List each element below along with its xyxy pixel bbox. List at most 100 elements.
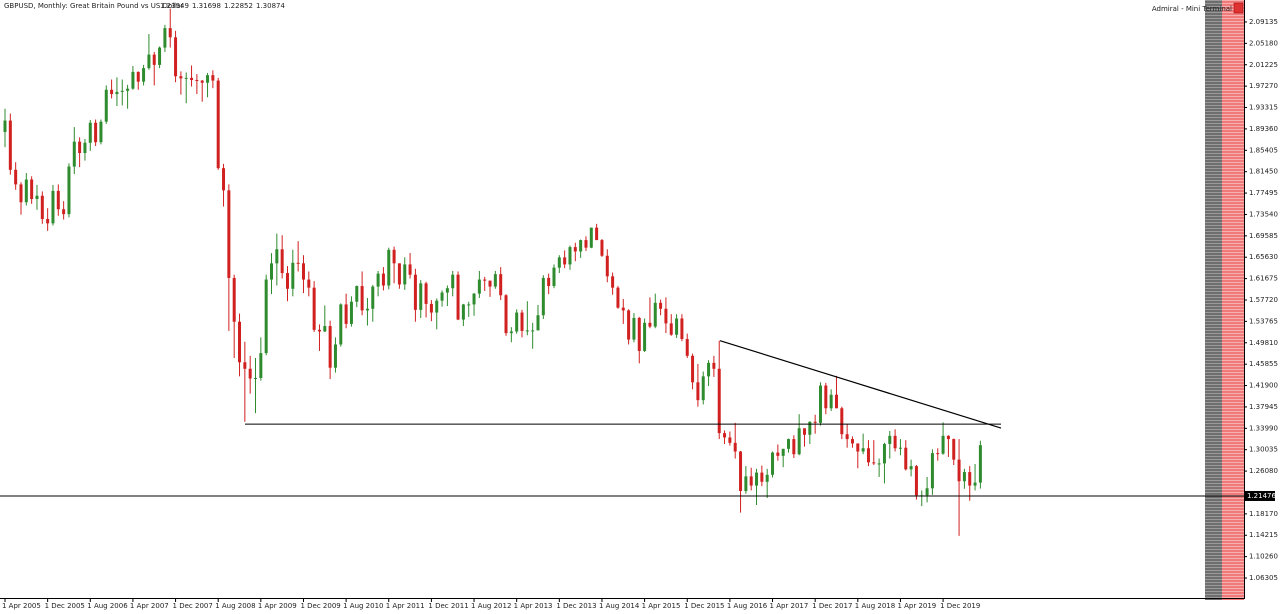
candle-body — [280, 249, 284, 274]
y-tick-label: 1.57720 — [1249, 296, 1278, 304]
candle-body — [179, 76, 183, 79]
candle-body — [19, 184, 23, 203]
candle-body — [541, 277, 545, 316]
candle-body — [557, 257, 561, 268]
candle-body — [152, 54, 156, 65]
candle-body — [376, 273, 380, 287]
candle-body — [739, 451, 743, 491]
y-tick-label: 1.30035 — [1249, 446, 1278, 454]
x-tick-label: 1 Aug 2008 — [215, 602, 255, 610]
candle-body — [301, 263, 305, 280]
y-tick-label: 1.65630 — [1249, 253, 1278, 261]
terminal-panel-gray — [1205, 0, 1222, 600]
candle-body — [877, 463, 881, 465]
terminal-icon[interactable] — [1233, 2, 1244, 14]
candle-body — [483, 279, 487, 281]
candle-body — [834, 394, 838, 409]
candle-body — [238, 321, 242, 363]
candle-body — [632, 317, 636, 340]
candle-body — [627, 310, 631, 340]
candle-body — [568, 247, 572, 265]
header-value: 1.30874 — [256, 2, 285, 10]
candle-body — [174, 37, 178, 77]
candle-body — [856, 443, 860, 452]
candle-body — [477, 279, 481, 294]
candle-body — [755, 472, 759, 486]
candle-body — [659, 302, 663, 309]
candle-body — [35, 195, 39, 199]
candle-body — [190, 77, 194, 81]
candle-body — [728, 437, 732, 443]
candle-body — [222, 168, 226, 191]
candle-body — [861, 448, 865, 452]
candle-body — [312, 287, 316, 330]
y-tick-label: 1.93315 — [1249, 104, 1278, 112]
candle-body — [14, 169, 18, 185]
candle-body — [664, 308, 668, 324]
candle-body — [733, 442, 737, 452]
candle-body — [472, 293, 476, 305]
candle-body — [142, 68, 146, 82]
x-tick-label: 1 Apr 2009 — [258, 602, 297, 610]
x-tick-label: 1 Apr 2017 — [770, 602, 809, 610]
x-tick-label: 1 Dec 2013 — [556, 602, 596, 610]
candle-body — [653, 302, 657, 327]
x-tick-label: 1 Apr 2007 — [130, 602, 169, 610]
candle-body — [296, 262, 300, 264]
candle-body — [525, 330, 529, 332]
candle-body — [813, 421, 817, 423]
candle-body — [520, 312, 524, 331]
candle-body — [818, 385, 822, 423]
y-tick-label: 1.69585 — [1249, 232, 1278, 240]
candle-body — [94, 122, 98, 143]
y-tick-label: 1.37945 — [1249, 403, 1278, 411]
candle-body — [509, 331, 513, 334]
candle-body — [381, 273, 385, 286]
candle-body — [227, 190, 231, 278]
candle-body — [259, 353, 263, 378]
trend-line — [719, 340, 1002, 429]
x-tick-label: 1 Aug 2016 — [727, 602, 768, 610]
y-tick-label: 1.61675 — [1249, 275, 1278, 283]
x-tick-label: 1 Aug 2006 — [87, 602, 128, 610]
terminal-label: Admiral - Mini Terminal — [1152, 5, 1232, 13]
y-tick-label: 1.81450 — [1249, 168, 1278, 176]
candle-body — [461, 304, 465, 320]
y-tick-label: 1.89360 — [1249, 125, 1278, 133]
candle-body — [392, 249, 396, 264]
candle-body — [829, 394, 833, 409]
terminal-panel-red — [1222, 0, 1244, 600]
candle-body — [67, 166, 71, 215]
candle-body — [328, 326, 332, 368]
plot-area — [3, 8, 1002, 536]
candle-body — [515, 312, 519, 332]
candle-body — [216, 80, 220, 169]
candle-body — [531, 330, 535, 332]
candle-body — [595, 227, 599, 241]
x-tick-label: 1 Apr 2005 — [2, 602, 41, 610]
candle-body — [723, 433, 727, 438]
y-tick-label: 1.26080 — [1249, 467, 1278, 475]
y-tick-label: 1.06305 — [1249, 574, 1278, 582]
candle-body — [792, 439, 796, 455]
chart-title: GBPUSD, Monthly: Great Britain Pound vs … — [4, 2, 183, 10]
candle-body — [419, 283, 423, 310]
candle-body — [691, 355, 695, 383]
y-tick-label: 1.14215 — [1249, 531, 1278, 539]
candle-body — [845, 434, 849, 440]
candle-body — [499, 274, 503, 296]
candle-body — [30, 179, 34, 199]
candle-body — [787, 439, 791, 449]
x-tick-label: 1 Dec 2009 — [300, 602, 340, 610]
candle-body — [46, 218, 50, 224]
candle-body — [83, 142, 87, 154]
candle-body — [941, 435, 945, 454]
candle-body — [866, 448, 870, 463]
y-tick-label: 2.09135 — [1249, 18, 1278, 26]
candle-body — [62, 209, 66, 215]
candle-body — [99, 121, 103, 143]
candle-body — [803, 428, 806, 435]
candle-body — [126, 88, 130, 91]
y-tick-label: 1.45855 — [1249, 360, 1278, 368]
